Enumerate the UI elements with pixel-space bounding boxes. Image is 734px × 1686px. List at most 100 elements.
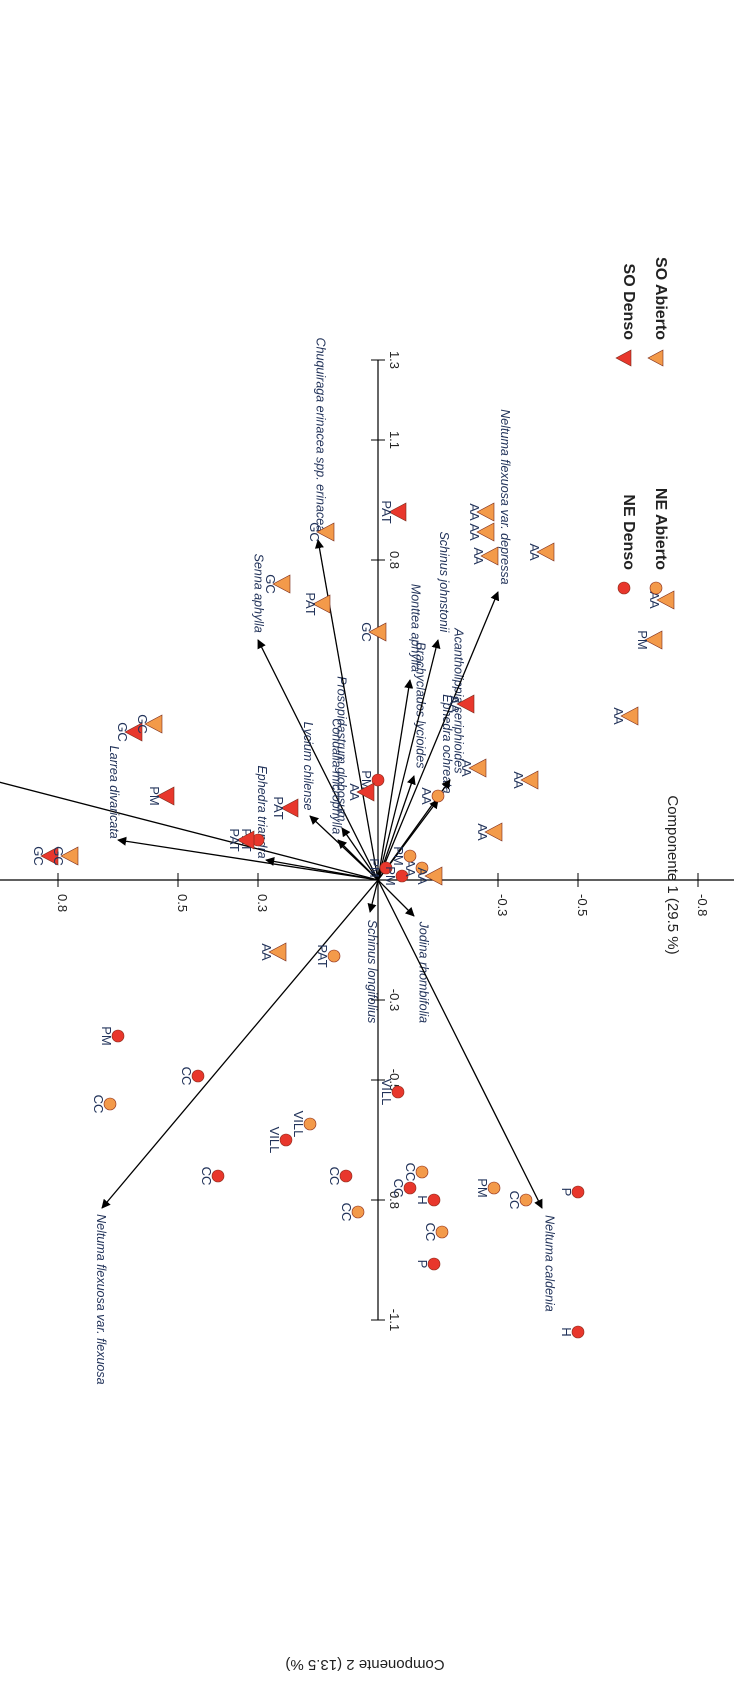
- species-label: Monttea aphylla: [408, 584, 422, 672]
- species-label: Senna aphylla: [251, 554, 265, 633]
- y-tick-label: 1.1: [387, 431, 402, 449]
- legend-swatch-circle: [617, 581, 631, 595]
- site-label: AA: [647, 591, 662, 609]
- species-label: Lycium chilense: [301, 722, 315, 811]
- site-marker-triangle: [476, 522, 495, 542]
- site-label: AA: [415, 867, 430, 885]
- site-label: AA: [403, 859, 418, 877]
- species-vector: [265, 856, 379, 881]
- site-label: CC: [507, 1191, 522, 1210]
- site-label: GC: [263, 574, 278, 594]
- species-vector: [377, 679, 414, 881]
- species-vector: [0, 781, 379, 881]
- site-label: CC: [403, 1163, 418, 1182]
- site-marker-triangle: [656, 590, 675, 610]
- species-vector: [101, 879, 379, 1209]
- legend-swatch-triangle: [615, 349, 632, 367]
- site-label: CC: [91, 1095, 106, 1114]
- site-marker-circle: [327, 949, 341, 963]
- site-label: AA: [467, 503, 482, 521]
- site-marker-triangle: [368, 622, 387, 642]
- legend-label: NE Abierto: [652, 488, 669, 570]
- site-marker-circle: [487, 1181, 501, 1195]
- axes: 1.31.10.80.50.3-0.3-0.5-0.8-1.11.31.10.8…: [0, 351, 734, 1331]
- site-marker-circle: [391, 1085, 405, 1099]
- site-label: VILL: [267, 1127, 282, 1154]
- site-marker-circle: [571, 1325, 585, 1339]
- legend: NE Denso NE Abierto SO Denso SO Abierto: [615, 257, 669, 595]
- site-marker-circle: [339, 1169, 353, 1183]
- site-label: PM: [391, 846, 406, 866]
- y-tick-label: 1.3: [387, 351, 402, 369]
- x-tick-label: 0.8: [55, 894, 70, 912]
- site-marker-circle: [415, 1165, 429, 1179]
- site-label: GC: [31, 846, 46, 866]
- site-label: AA: [471, 547, 486, 565]
- site-marker-circle: [431, 789, 445, 803]
- site-marker-triangle: [476, 502, 495, 522]
- site-marker-circle: [303, 1117, 317, 1131]
- site-label: PM: [383, 866, 398, 886]
- species-label: Schinus johnstonii: [437, 531, 451, 633]
- site-marker-circle: [427, 1257, 441, 1271]
- site-marker-circle: [415, 861, 429, 875]
- site-label: CC: [391, 1179, 406, 1198]
- site-label: GC: [307, 522, 322, 542]
- site-label: AA: [347, 783, 362, 801]
- x-tick-label: 0.5: [175, 894, 190, 912]
- site-label: PM: [99, 1026, 114, 1046]
- x-axis-title: Componente 1 (29.5 %): [664, 795, 681, 954]
- site-marker-circle: [371, 773, 385, 787]
- site-marker-triangle: [388, 502, 407, 522]
- site-label: AA: [511, 771, 526, 789]
- species-vector: [257, 639, 379, 881]
- site-marker-triangle: [40, 846, 59, 866]
- y-axis-title: Componente 2 (13.5 %): [285, 1656, 444, 1673]
- site-label: GC: [51, 846, 66, 866]
- species-vector: [314, 539, 379, 881]
- site-label: PM: [635, 630, 650, 650]
- site-marker-circle: [103, 1097, 117, 1111]
- site-label: PM: [475, 1178, 490, 1198]
- x-tick-label: -0.3: [495, 894, 510, 916]
- site-label: AA: [611, 707, 626, 725]
- site-label: PAT: [271, 796, 286, 819]
- species-vector: [377, 879, 415, 917]
- species-vectors: Geoffroea decorticansLarrea divaricataEp…: [0, 338, 557, 1385]
- legend-label: SO Abierto: [652, 257, 669, 340]
- site-marker-triangle: [484, 822, 503, 842]
- species-label: Brachyclados lycioides: [414, 642, 428, 768]
- site-label: CC: [423, 1223, 438, 1242]
- site-marker-triangle: [620, 706, 639, 726]
- axis-labels: Componente 1 (29.5 %) Componente 2 (13.5 …: [285, 795, 681, 1673]
- x-tick-label: 0.3: [255, 894, 270, 912]
- site-marker-circle: [519, 1193, 533, 1207]
- site-label: VILL: [291, 1111, 306, 1138]
- site-marker-triangle: [236, 830, 255, 850]
- site-label: AA: [259, 943, 274, 961]
- site-marker-circle: [427, 1193, 441, 1207]
- site-marker-circle: [279, 1133, 293, 1147]
- y-tick-label: -1.1: [387, 1309, 402, 1331]
- legend-label: NE Denso: [620, 494, 637, 570]
- legend-swatch-circle: [649, 581, 663, 595]
- site-marker-circle: [111, 1029, 125, 1043]
- site-label: AA: [459, 759, 474, 777]
- species-label: Acantholippia seriphioides: [452, 627, 466, 773]
- site-label: H: [415, 1195, 430, 1204]
- species-label: Chuquiraga erinacea spp. erinacea: [314, 338, 328, 533]
- species-label: Prosopidastrum globosum: [334, 676, 348, 821]
- site-label: PAT: [227, 828, 242, 851]
- site-marker-triangle: [268, 942, 287, 962]
- species-vector: [367, 879, 379, 913]
- species-label: Condalia microphylla: [329, 718, 343, 834]
- site-marker-circle: [395, 869, 409, 883]
- y-tick-label: -0.5: [387, 1069, 402, 1091]
- species-label: Ephedra ochreata: [440, 694, 454, 793]
- site-marker-circle: [571, 1185, 585, 1199]
- site-marker-triangle: [124, 722, 143, 742]
- site-label: CC: [327, 1167, 342, 1186]
- site-marker-triangle: [456, 694, 475, 714]
- species-label: Neltuma caldenia: [543, 1215, 557, 1312]
